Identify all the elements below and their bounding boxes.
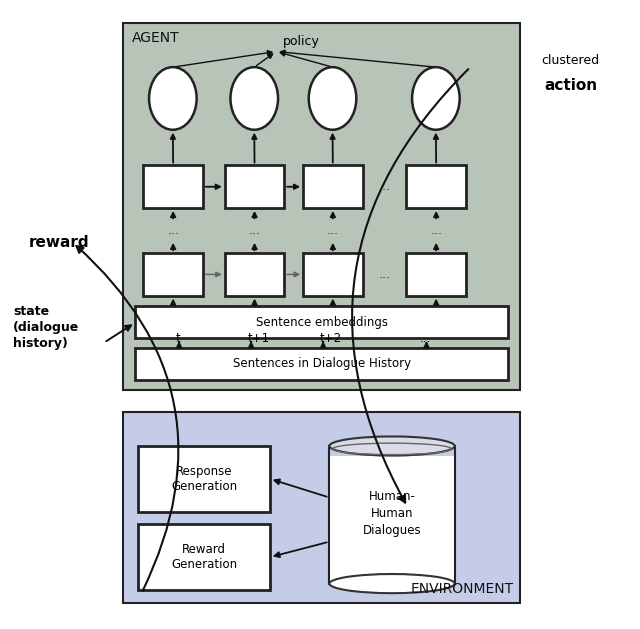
Ellipse shape (330, 574, 454, 593)
Text: AGENT: AGENT (132, 31, 180, 45)
Text: reward: reward (29, 235, 90, 250)
Ellipse shape (149, 67, 196, 130)
Bar (123, 23, 520, 389)
Bar (143, 253, 203, 296)
Bar (406, 253, 466, 296)
Text: ...: ... (248, 224, 260, 237)
Bar (135, 306, 508, 338)
Ellipse shape (230, 67, 278, 130)
Ellipse shape (412, 67, 460, 130)
Bar (303, 253, 363, 296)
Bar (330, 455, 454, 584)
Text: ...: ... (430, 224, 442, 237)
Bar (406, 165, 466, 208)
Text: Reward
Generation: Reward Generation (171, 543, 237, 571)
Ellipse shape (330, 437, 454, 455)
Text: ...: ... (420, 331, 431, 345)
Bar (138, 446, 270, 512)
Text: state
(dialogue
history): state (dialogue history) (13, 304, 79, 350)
Text: t+2: t+2 (320, 331, 342, 345)
Text: policy: policy (282, 35, 319, 48)
Text: ...: ... (378, 181, 390, 193)
Text: Sentence embeddings: Sentence embeddings (255, 316, 388, 328)
Bar (143, 165, 203, 208)
Text: t: t (176, 331, 180, 345)
Text: ...: ... (327, 224, 339, 237)
Text: ENVIRONMENT: ENVIRONMENT (411, 582, 514, 596)
Text: t+1: t+1 (248, 331, 270, 345)
Bar (135, 348, 508, 381)
Text: Sentences in Dialogue History: Sentences in Dialogue History (232, 357, 411, 370)
Text: action: action (544, 79, 597, 94)
Bar (303, 165, 363, 208)
Text: ...: ... (378, 268, 390, 281)
Text: ...: ... (167, 224, 179, 237)
Bar (225, 165, 284, 208)
Ellipse shape (308, 67, 356, 130)
Text: Response
Generation: Response Generation (171, 465, 237, 493)
Text: Human-
Human
Dialogues: Human- Human Dialogues (363, 490, 421, 537)
Bar (123, 411, 520, 603)
Bar (225, 253, 284, 296)
Bar (138, 525, 270, 590)
Text: clustered: clustered (541, 54, 600, 67)
